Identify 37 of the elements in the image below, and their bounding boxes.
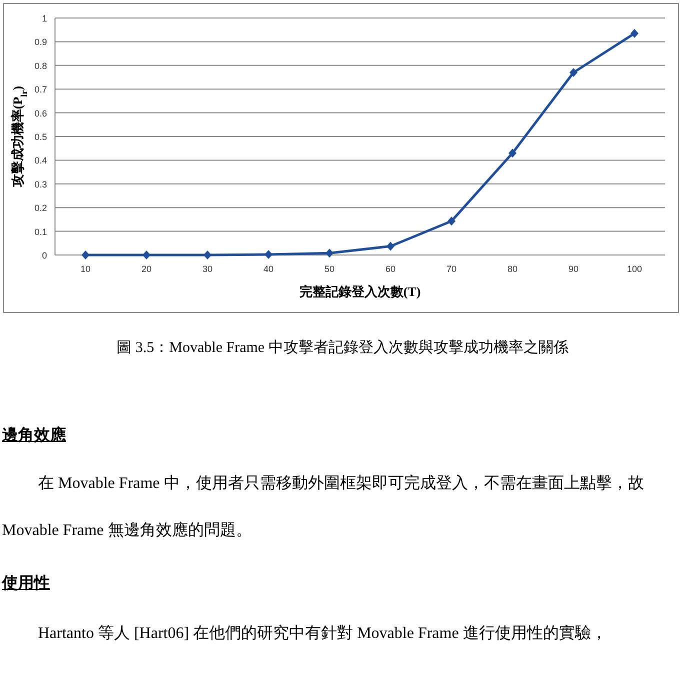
text: 邊角效應 <box>2 425 66 446</box>
text: 使用性 <box>2 574 50 594</box>
x-tick-label: 100 <box>626 264 642 274</box>
y-tick-label: 0.8 <box>34 60 47 71</box>
text: Hartanto 等人 [Hart06] 在他們的研究中有針對 Movable Frame 進行使用性的實驗， <box>37 624 608 644</box>
x-tick-label: 10 <box>80 264 91 274</box>
caption: 圖 3.5：Movable Frame 中攻擊者記錄登入次數與攻擊成功機率之關係 <box>116 338 570 357</box>
point <box>142 250 150 260</box>
x-tick-label: 20 <box>141 264 152 274</box>
x-tick-label: 50 <box>324 264 335 274</box>
y-tick-label: 0.4 <box>34 156 47 166</box>
y-tick-label: 0.9 <box>34 37 47 48</box>
y-tick-label: 0.5 <box>34 132 47 142</box>
x-tick-label: 80 <box>507 264 518 274</box>
point <box>508 148 516 158</box>
point <box>264 250 272 260</box>
x-axis-title: 完整記錄登入次數(T) <box>299 284 421 299</box>
point <box>448 216 456 226</box>
x-tick-label: 90 <box>568 264 579 274</box>
y-tick-label: 1 <box>42 14 47 24</box>
y-tick-label: 0 <box>42 250 47 260</box>
y-tick-label: 0.7 <box>34 84 47 95</box>
point <box>570 68 578 78</box>
point <box>630 28 638 38</box>
x-tick-label: 60 <box>385 264 396 274</box>
y-tick-label: 0.2 <box>34 203 47 214</box>
point <box>204 250 212 260</box>
point <box>326 248 334 258</box>
x-tick-label: 40 <box>263 264 274 274</box>
x-tick-label: 70 <box>446 264 457 274</box>
point <box>82 250 90 260</box>
y-tick-label: 0.3 <box>34 179 47 190</box>
y-tick-label: 0.1 <box>34 226 47 237</box>
x-tick-label: 30 <box>202 264 213 274</box>
y-tick-label: 0.6 <box>34 108 47 118</box>
text: 在 Movable Frame 中，使用者只需移動外圍框架即可完成登入，不需在畫面上點擊，故 Movable Frame 無邊角效應的問題。 <box>2 475 644 539</box>
point <box>386 242 394 251</box>
